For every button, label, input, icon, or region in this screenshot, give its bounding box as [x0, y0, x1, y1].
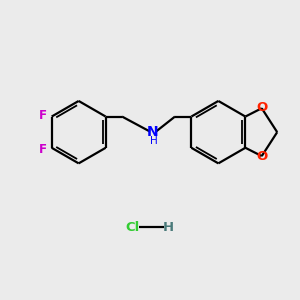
Text: F: F — [39, 109, 47, 122]
Text: H: H — [162, 221, 173, 234]
Text: Cl: Cl — [125, 221, 139, 234]
Text: H: H — [150, 136, 158, 146]
Text: F: F — [39, 143, 47, 156]
Text: O: O — [256, 150, 268, 163]
Text: N: N — [147, 124, 159, 139]
Text: O: O — [256, 101, 268, 114]
